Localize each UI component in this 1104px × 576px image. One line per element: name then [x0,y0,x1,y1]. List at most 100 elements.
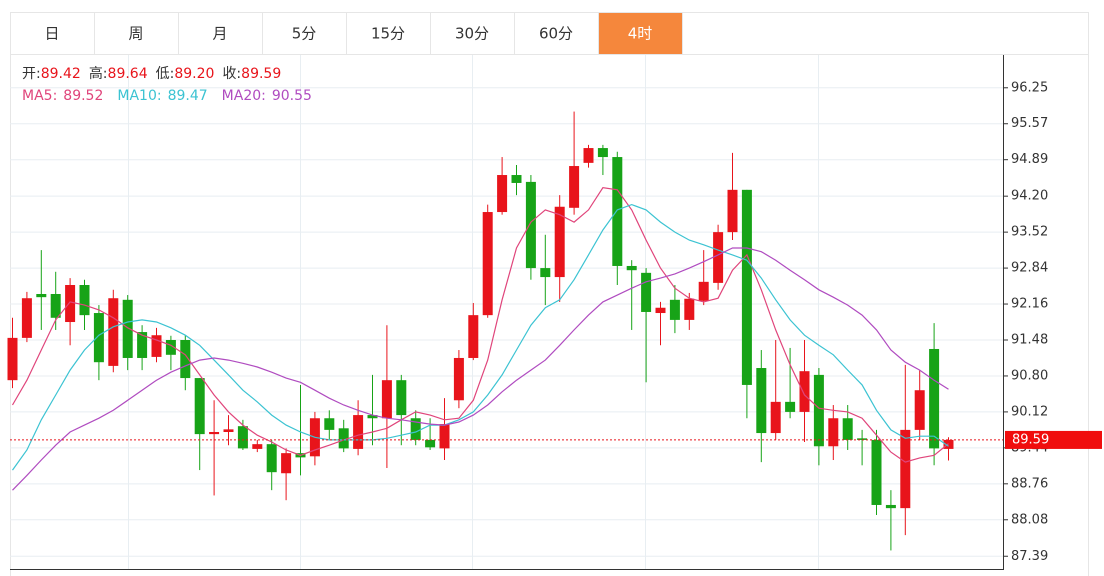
candle-body [511,175,522,183]
y-tick-label: 88.76 [1011,476,1048,491]
candle-body [353,415,364,449]
candle-body [209,431,220,435]
candle-body [813,374,824,447]
legend-value: 89.52 [63,88,103,104]
tab-label[interactable]: 15分 [371,25,405,43]
tab[interactable]: 月 [178,12,263,55]
candle-body [612,157,623,266]
last-price-label: 89.59 [1012,432,1049,447]
y-tick-label: 90.80 [1011,368,1048,383]
candle-body [741,189,752,385]
tab-label[interactable]: 60分 [539,25,573,43]
candle-body [21,298,32,338]
summary-value: 89.20 [174,66,214,82]
candle-body [727,189,738,233]
candle-body [65,285,76,323]
candle-body [338,428,349,449]
summary-label: 开: [22,66,41,82]
tab[interactable]: 周 [94,12,179,55]
candle-body [540,268,551,278]
candle-body [425,439,436,448]
candle-body [756,368,767,434]
tab-background[interactable] [178,12,263,55]
ma-line [12,247,949,491]
tab-label[interactable]: 5分 [292,25,317,43]
candle-body [497,175,508,213]
legend-name: MA5: [22,88,57,104]
candle-body [194,378,205,435]
candle-body [669,299,680,320]
candle-body [641,272,652,312]
tab[interactable]: 60分 [514,12,599,55]
candle-body [482,212,493,316]
summary-label: 高: [89,65,108,82]
candle-body [108,298,119,366]
tab-label[interactable]: 4时 [628,25,653,43]
candle-body [828,418,839,447]
candle-body [468,315,479,358]
tab-background[interactable] [262,12,347,55]
candle-body [151,335,162,357]
y-tick-label: 92.16 [1011,297,1048,312]
candle-body [857,438,868,440]
candle-body [785,401,796,412]
tab[interactable]: 4时 [598,12,683,55]
tab-label[interactable]: 30分 [455,25,489,43]
last-price-box [1005,430,1102,449]
candle-body [525,181,536,269]
tab-background[interactable] [10,12,95,55]
tab-background[interactable] [346,12,431,55]
y-tick-label: 93.52 [1011,225,1048,240]
candle-body [583,148,594,163]
candle-body [237,426,248,449]
tab-label[interactable]: 周 [128,25,143,43]
candle-body [554,206,565,278]
candle-body [698,281,709,301]
tab-label[interactable]: 日 [44,25,59,43]
y-tick-label: 94.89 [1011,152,1048,167]
candle-body [137,332,148,358]
candle-body [929,348,940,449]
candle-body [684,298,695,320]
candle-body [900,429,911,509]
candle-body [324,418,335,430]
summary-value: 89.59 [241,66,281,82]
candle-body [122,299,133,358]
y-tick-label: 92.84 [1011,261,1048,276]
candle-body [165,339,176,355]
legend-value: 89.47 [168,88,208,104]
tab-label[interactable]: 月 [212,25,227,43]
candle-body [36,293,47,298]
y-tick-label: 95.57 [1011,116,1048,131]
tab-background[interactable] [514,12,599,55]
candle-body [79,285,90,316]
candle-body [597,148,608,158]
candle-body [266,444,277,473]
candle-body [885,504,896,509]
candle-body [943,439,954,449]
candle-body [914,390,925,430]
candle-body [439,424,450,449]
ma-line [12,203,949,471]
candle-body [180,339,191,379]
tab[interactable]: 日 [10,12,95,55]
candle-body [799,371,810,412]
candle-body [842,418,853,440]
tab[interactable]: 15分 [346,12,431,55]
y-tick-label: 90.12 [1011,404,1048,419]
candle-body [410,418,421,440]
summary-label: 低: [156,66,175,82]
candle-body [569,166,580,208]
legend-name: MA20: [222,88,266,104]
tab[interactable]: 30分 [430,12,515,55]
tab[interactable]: 5分 [262,12,347,55]
y-tick-label: 96.25 [1011,80,1048,95]
summary-value: 89.42 [41,66,81,82]
candle-body [626,265,637,271]
tab-background[interactable] [598,12,683,55]
tab-background[interactable] [430,12,515,55]
candle-body [655,307,666,314]
legend-name: MA10: [117,88,161,104]
y-tick-label: 91.48 [1011,332,1048,347]
tab-background[interactable] [94,12,179,55]
